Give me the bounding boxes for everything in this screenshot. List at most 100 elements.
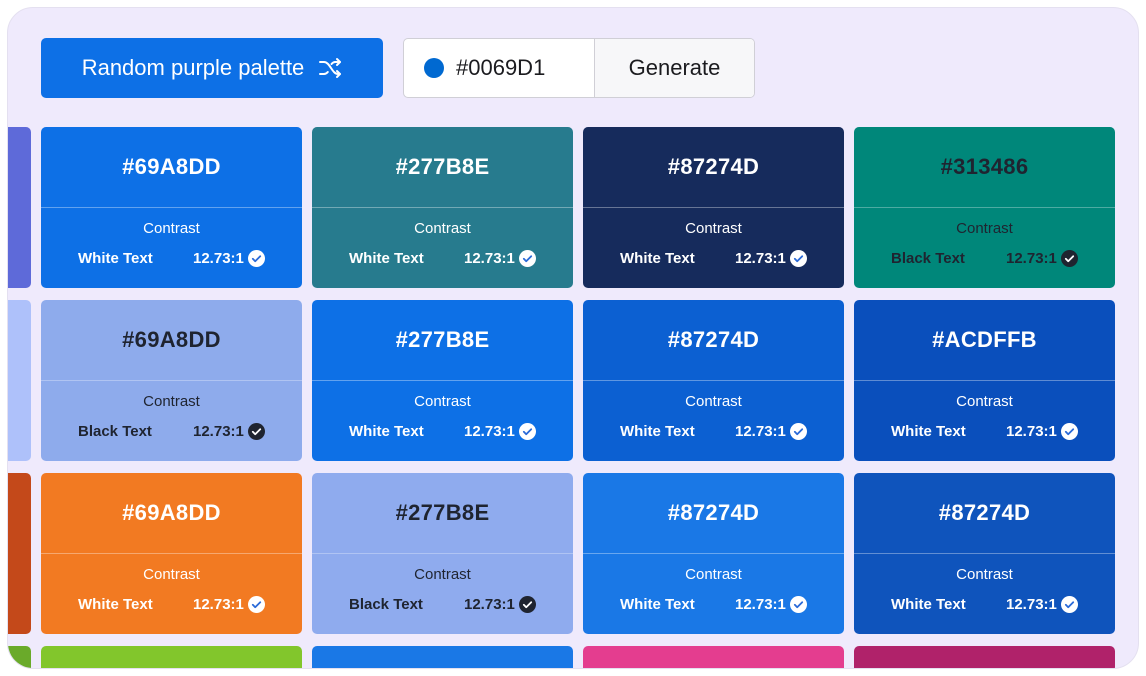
hex-value: #0069D1: [456, 55, 546, 80]
card-contrast-label: Contrast: [685, 566, 742, 583]
shuffle-icon: [319, 58, 342, 78]
card-contrast-ratio: 12.73:1: [193, 596, 265, 613]
color-card[interactable]: #69A8DD Contrast White Text 12.73:1: [41, 473, 302, 634]
color-card[interactable]: #87274D Contrast White Text 12.73:1: [854, 473, 1115, 634]
partial-swatch-strip: [8, 300, 31, 461]
color-card-partial[interactable]: [41, 646, 302, 668]
check-circle-icon: [518, 596, 536, 613]
color-card[interactable]: #ACDFFB Contrast White Text 12.73:1: [854, 300, 1115, 461]
check-circle-icon: [518, 423, 536, 440]
card-divider: [41, 553, 302, 554]
card-hex-code: #87274D: [667, 500, 760, 525]
color-card-partial[interactable]: [312, 646, 573, 668]
card-contrast-label: Contrast: [143, 393, 200, 410]
check-circle-icon: [789, 423, 807, 440]
ratio-value: 12.73:1: [193, 250, 244, 267]
card-divider: [854, 380, 1115, 381]
generate-button[interactable]: Generate: [594, 39, 754, 97]
hex-color-input[interactable]: #0069D1: [404, 39, 594, 97]
ratio-value: 12.73:1: [193, 596, 244, 613]
ratio-value: 12.73:1: [464, 250, 515, 267]
card-hex-code: #69A8DD: [122, 327, 221, 352]
card-contrast-ratio: 12.73:1: [193, 423, 265, 440]
card-divider: [854, 553, 1115, 554]
ratio-value: 12.73:1: [464, 423, 515, 440]
color-card[interactable]: #313486 Contrast Black Text 12.73:1: [854, 127, 1115, 288]
ratio-value: 12.73:1: [735, 250, 786, 267]
card-text-mode: White Text: [349, 250, 424, 267]
card-hex-code: #69A8DD: [122, 154, 221, 179]
card-hex-code: #313486: [940, 154, 1029, 179]
card-hex-code: #ACDFFB: [932, 327, 1037, 352]
card-contrast-label: Contrast: [143, 566, 200, 583]
card-divider: [312, 380, 573, 381]
card-contrast-label: Contrast: [685, 220, 742, 237]
color-card-partial[interactable]: [583, 646, 844, 668]
card-text-mode: Black Text: [891, 250, 965, 267]
card-divider: [41, 380, 302, 381]
card-contrast-label: Contrast: [956, 566, 1013, 583]
color-card[interactable]: #277B8E Contrast Black Text 12.73:1: [312, 473, 573, 634]
card-contrast-label: Contrast: [143, 220, 200, 237]
check-circle-icon: [247, 250, 265, 267]
check-circle-icon: [518, 250, 536, 267]
card-contrast-ratio: 12.73:1: [735, 250, 807, 267]
card-text-mode: White Text: [620, 250, 695, 267]
partial-swatch-strip: [8, 127, 31, 288]
card-contrast-label: Contrast: [685, 393, 742, 410]
palette-panel: Random purple palette #0069D1 Generate #…: [7, 7, 1139, 669]
card-text-mode: White Text: [891, 423, 966, 440]
card-text-mode: White Text: [620, 423, 695, 440]
color-card[interactable]: #87274D Contrast White Text 12.73:1: [583, 473, 844, 634]
card-divider: [583, 207, 844, 208]
card-contrast-ratio: 12.73:1: [1006, 596, 1078, 613]
ratio-value: 12.73:1: [464, 596, 515, 613]
card-divider: [854, 207, 1115, 208]
check-circle-icon: [1060, 596, 1078, 613]
card-contrast-label: Contrast: [956, 220, 1013, 237]
check-circle-icon: [789, 596, 807, 613]
ratio-value: 12.73:1: [1006, 250, 1057, 267]
partial-swatch-strip: [8, 473, 31, 634]
random-palette-label: Random purple palette: [81, 55, 305, 80]
check-circle-icon: [1060, 423, 1078, 440]
color-card[interactable]: #87274D Contrast White Text 12.73:1: [583, 127, 844, 288]
card-divider: [583, 553, 844, 554]
card-contrast-label: Contrast: [956, 393, 1013, 410]
ratio-value: 12.73:1: [1006, 423, 1057, 440]
check-circle-icon: [789, 250, 807, 267]
card-hex-code: #277B8E: [395, 327, 490, 352]
color-card-partial[interactable]: [854, 646, 1115, 668]
card-text-mode: White Text: [620, 596, 695, 613]
color-card[interactable]: #69A8DD Contrast Black Text 12.73:1: [41, 300, 302, 461]
check-circle-icon: [247, 596, 265, 613]
card-hex-code: #87274D: [667, 154, 760, 179]
color-card[interactable]: #277B8E Contrast White Text 12.73:1: [312, 300, 573, 461]
card-contrast-ratio: 12.73:1: [1006, 250, 1078, 267]
color-swatch-dot: [424, 58, 444, 78]
hex-color-group: #0069D1 Generate: [403, 38, 755, 98]
card-divider: [583, 380, 844, 381]
card-text-mode: White Text: [78, 596, 153, 613]
card-contrast-ratio: 12.73:1: [464, 250, 536, 267]
ratio-value: 12.73:1: [193, 423, 244, 440]
card-contrast-label: Contrast: [414, 220, 471, 237]
random-palette-button[interactable]: Random purple palette: [41, 38, 383, 98]
card-divider: [41, 207, 302, 208]
card-hex-code: #69A8DD: [122, 500, 221, 525]
card-contrast-label: Contrast: [414, 393, 471, 410]
card-text-mode: Black Text: [349, 596, 423, 613]
ratio-value: 12.73:1: [735, 596, 786, 613]
color-card[interactable]: #87274D Contrast White Text 12.73:1: [583, 300, 844, 461]
card-hex-code: #87274D: [667, 327, 760, 352]
card-contrast-ratio: 12.73:1: [1006, 423, 1078, 440]
card-contrast-ratio: 12.73:1: [464, 596, 536, 613]
card-hex-code: #277B8E: [395, 500, 490, 525]
color-card[interactable]: #277B8E Contrast White Text 12.73:1: [312, 127, 573, 288]
check-circle-icon: [1060, 250, 1078, 267]
card-contrast-ratio: 12.73:1: [735, 596, 807, 613]
color-card[interactable]: #69A8DD Contrast White Text 12.73:1: [41, 127, 302, 288]
check-circle-icon: [247, 423, 265, 440]
card-text-mode: White Text: [349, 423, 424, 440]
card-text-mode: White Text: [78, 250, 153, 267]
